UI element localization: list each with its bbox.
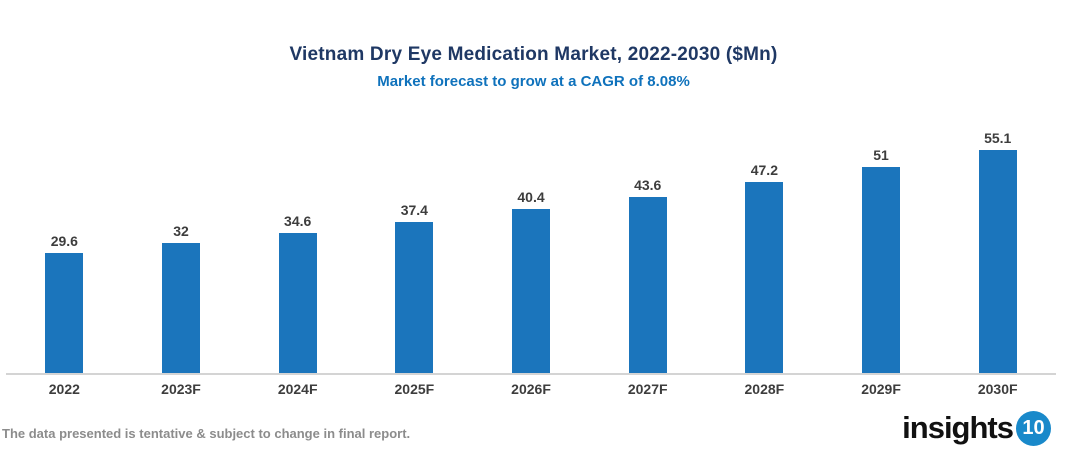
footnote: The data presented is tentative & subjec… [2,426,411,441]
x-axis-tick-label: 2024F [277,381,318,397]
bar-column: 51 [823,113,940,373]
bar [745,182,784,373]
logo-text: insights [902,410,1014,445]
bar-value-label: 47.2 [750,162,778,178]
plot-area: 29.6 32 34.6 37.4 40.4 43.6 47.2 51 55.1 2022 202… [6,113,1056,397]
x-axis-labels: 2022 2023F 2024F 2025F 2026F 2027F 2028F 2029F 2… [6,381,1056,397]
chart-title: Vietnam Dry Eye Medication Market, 2022-… [289,44,778,65]
bar-value-label: 34.6 [284,213,312,229]
x-axis-tick-label: 2029F [861,381,901,397]
bar [512,209,551,373]
x-axis-tick-label: 2030F [977,381,1018,397]
bar [862,167,901,373]
bar-value-label: 29.6 [50,233,78,249]
x-axis-tick-label: 2028F [744,381,785,397]
x-axis-tick-label: 2025F [394,381,435,397]
bar-column: 47.2 [706,113,823,373]
bar [628,197,667,373]
bar-value-label: 51 [873,147,889,163]
bar-column: 55.1 [939,113,1056,373]
x-axis-tick-label: 2023F [161,381,201,397]
bar-value-label: 55.1 [984,130,1012,146]
bar [278,233,317,373]
bar-value-label: 37.4 [400,202,428,218]
bar [162,243,200,373]
bar-value-label: 43.6 [634,177,662,193]
bar [395,222,434,373]
bar-column: 37.4 [356,113,473,373]
bar-column: 34.6 [239,113,356,373]
bar-column: 40.4 [473,113,590,373]
bar-column: 29.6 [6,113,123,373]
x-axis-line [6,373,1056,375]
chart-subtitle: Market forecast to grow at a CAGR of 8.0… [377,73,690,90]
logo-badge-circle: 10 [1016,410,1051,446]
bar-column: 43.6 [589,113,706,373]
x-axis-tick-label: 2022 [48,381,80,397]
bar-value-label: 32 [173,223,189,239]
insights10-logo: insights 10 [902,410,1051,446]
x-axis-tick-label: 2026F [511,381,551,397]
x-axis-tick-label: 2027F [627,381,668,397]
bar [45,253,84,373]
bar-column: 32 [123,113,240,373]
bar-value-label: 40.4 [517,189,545,205]
bar [978,150,1017,373]
bar-columns: 29.6 32 34.6 37.4 40.4 43.6 47.2 51 55.1 [6,113,1056,373]
